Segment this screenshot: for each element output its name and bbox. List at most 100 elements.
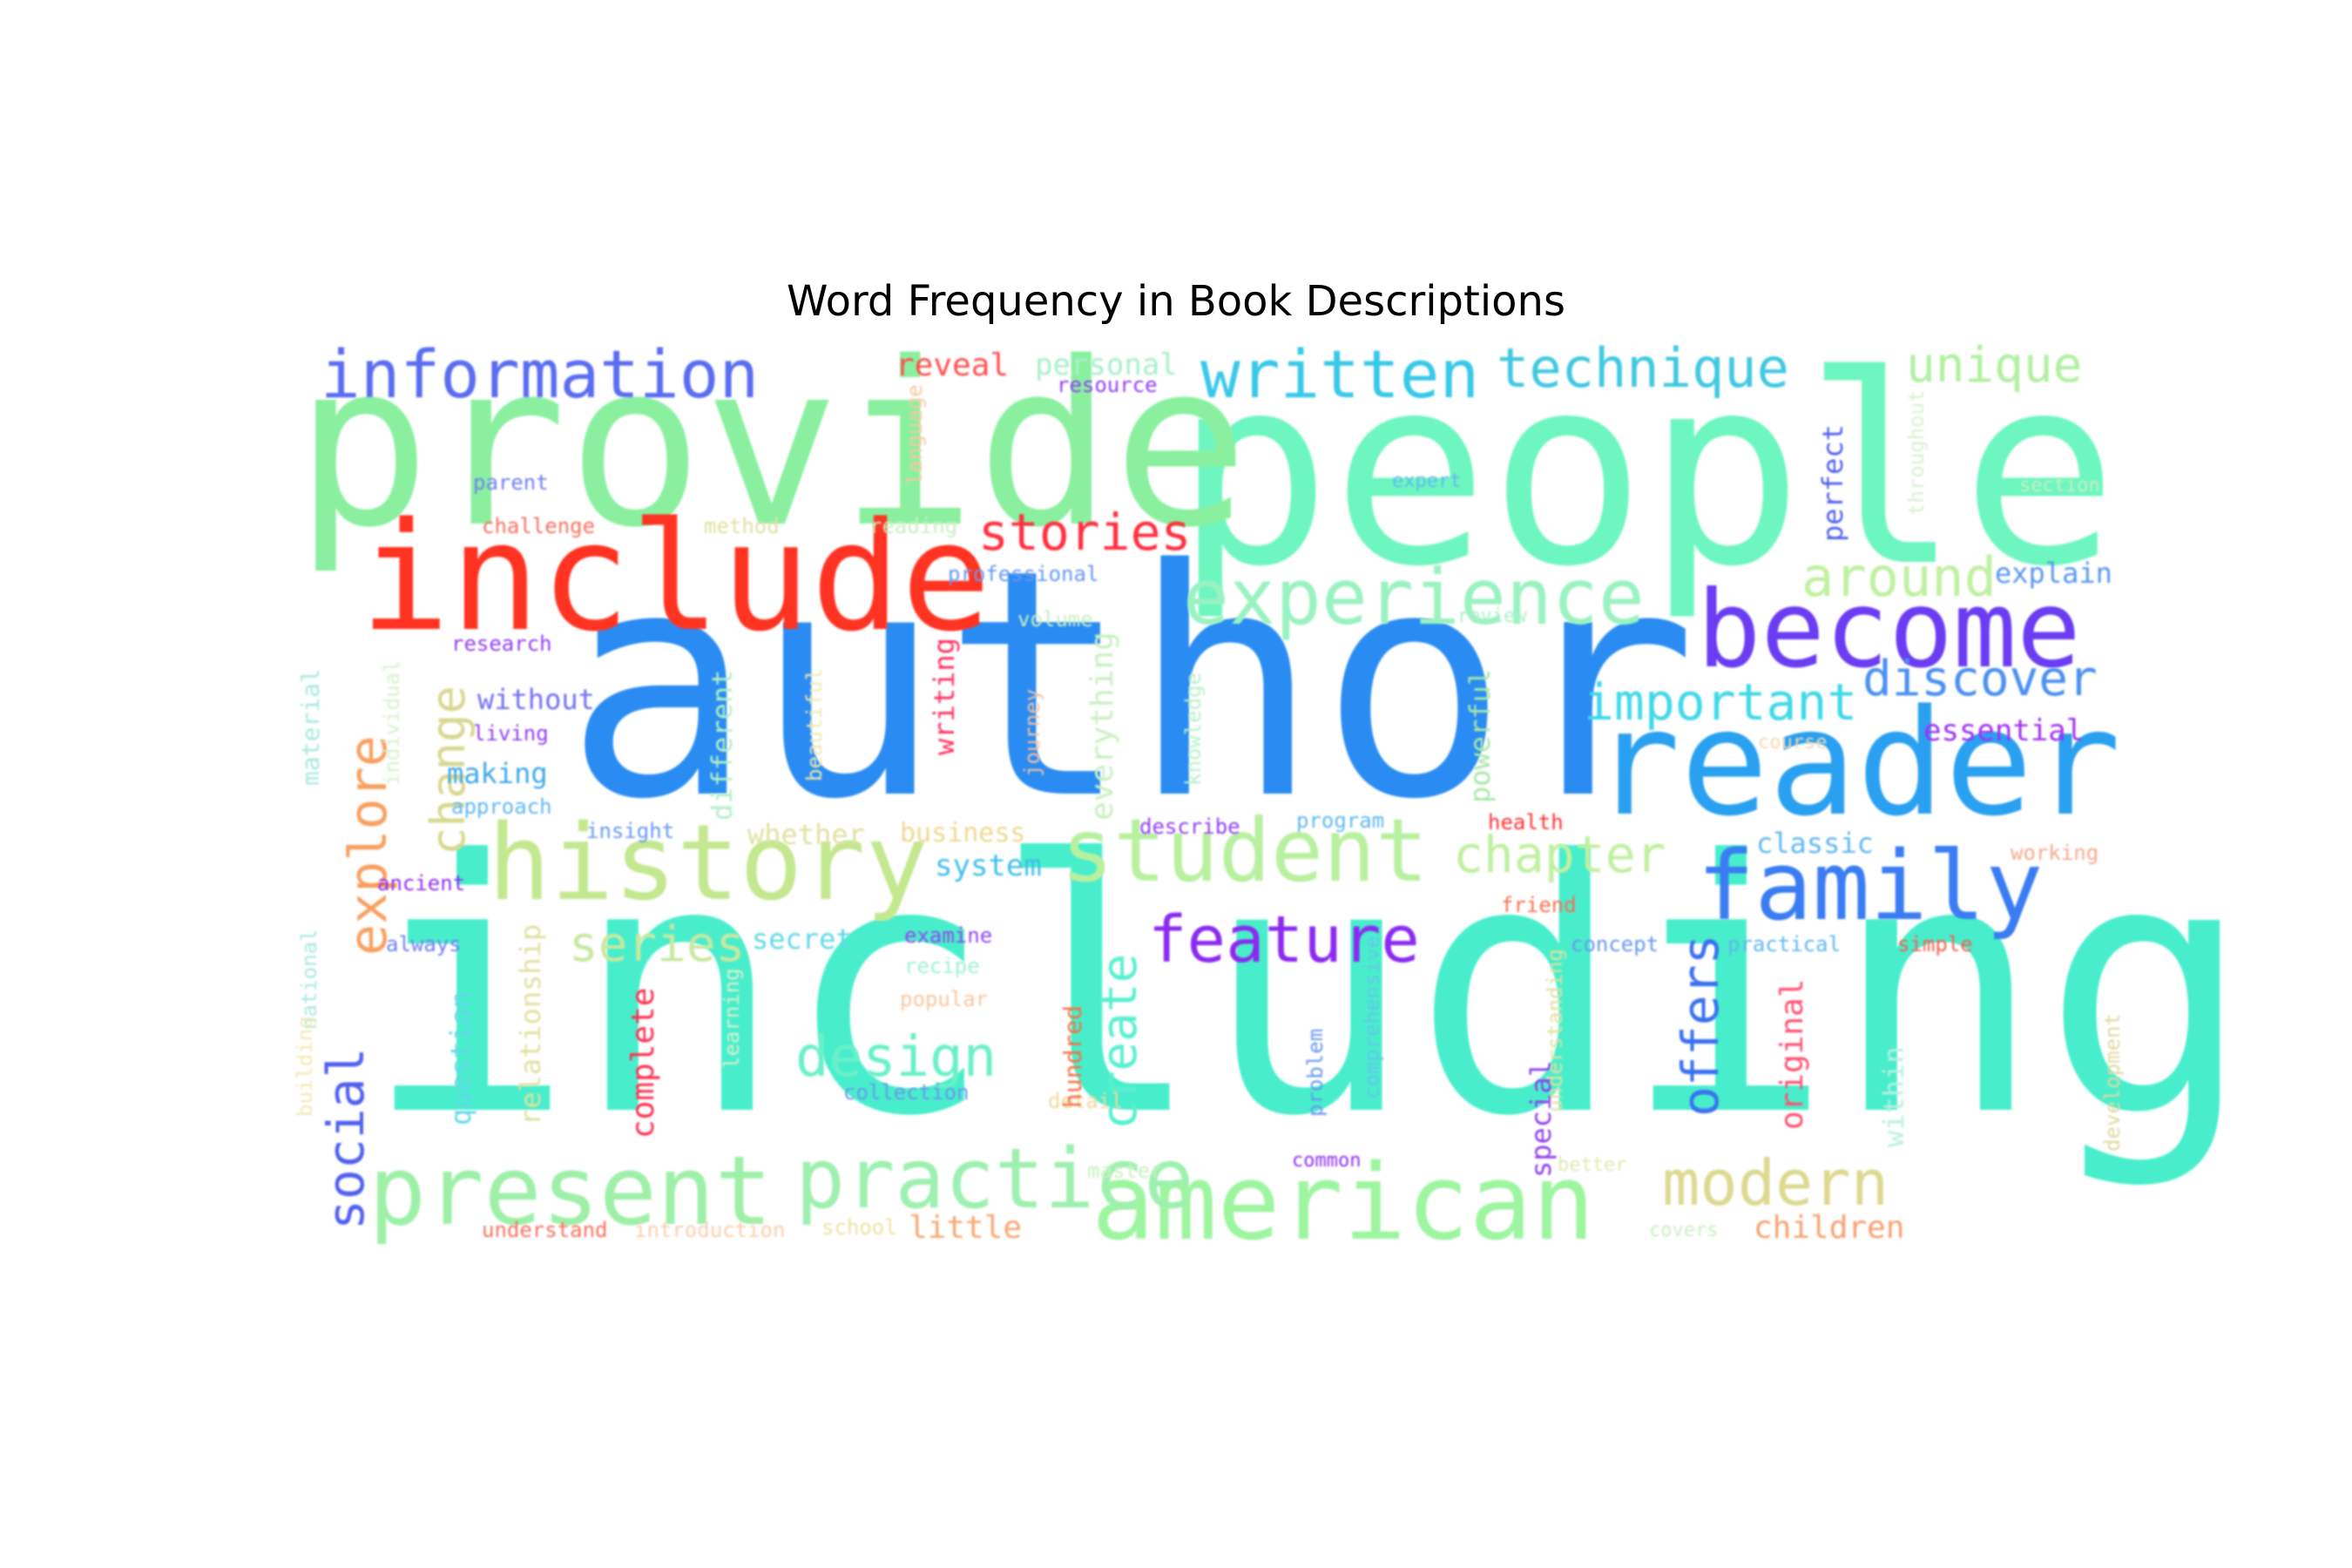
word-comprehensive: comprehensive bbox=[1360, 936, 1384, 1099]
word-material: material bbox=[296, 668, 325, 786]
word-information: information bbox=[321, 335, 760, 413]
word-development: development bbox=[2100, 1013, 2125, 1152]
word-whether: whether bbox=[747, 818, 865, 851]
word-expert: expert bbox=[1392, 470, 1462, 492]
word-simple: simple bbox=[1897, 932, 1973, 956]
word-working: working bbox=[2011, 841, 2099, 865]
word-individual: individual bbox=[380, 659, 404, 787]
word-secret: secret bbox=[752, 923, 853, 956]
word-concept: concept bbox=[1571, 932, 1659, 956]
word-classic: classic bbox=[1756, 827, 1874, 860]
word-knowledge: knowledge bbox=[1181, 672, 1206, 786]
word-social: social bbox=[316, 1047, 375, 1230]
word-without: without bbox=[477, 683, 595, 716]
word-school: school bbox=[821, 1215, 897, 1240]
word-beautiful: beautiful bbox=[802, 667, 827, 781]
word-always: always bbox=[386, 932, 462, 956]
word-written: written bbox=[1200, 335, 1480, 413]
word-professional: professional bbox=[948, 562, 1099, 586]
word-powerful: powerful bbox=[1463, 668, 1497, 803]
word-review: review bbox=[1457, 605, 1527, 627]
word-volume: volume bbox=[1017, 607, 1093, 632]
word-within: within bbox=[1877, 1046, 1910, 1147]
word-discover: discover bbox=[1862, 651, 2098, 707]
word-different: different bbox=[706, 669, 739, 821]
word-reading: reading bbox=[869, 514, 958, 538]
word-covers: covers bbox=[1649, 1220, 1719, 1241]
chart-title: Word Frequency in Book Descriptions bbox=[787, 277, 1565, 326]
word-perfect: perfect bbox=[1816, 424, 1849, 542]
word-everything: everything bbox=[1085, 632, 1120, 821]
word-present: present bbox=[368, 1135, 773, 1247]
word-making: making bbox=[447, 757, 548, 790]
word-insight: insight bbox=[586, 819, 675, 843]
word-business: business bbox=[900, 818, 1026, 848]
word-challenge: challenge bbox=[482, 514, 596, 538]
word-approach: approach bbox=[451, 794, 552, 819]
word-resource: resource bbox=[1057, 373, 1158, 397]
word-become: become bbox=[1697, 568, 2081, 692]
word-offers: offers bbox=[1671, 934, 1730, 1117]
word-practice: practice bbox=[795, 1132, 1194, 1227]
word-understand: understand bbox=[482, 1218, 608, 1242]
word-section: section bbox=[2019, 475, 2100, 497]
word-throughout: throughout bbox=[1904, 389, 1929, 517]
word-student: student bbox=[1061, 800, 1429, 902]
word-understanding: understanding bbox=[1543, 949, 1567, 1112]
word-personal: personal bbox=[1035, 348, 1178, 382]
word-practical: practical bbox=[1727, 932, 1842, 956]
word-ancient: ancient bbox=[377, 871, 466, 896]
word-describe: describe bbox=[1139, 814, 1240, 839]
word-common: common bbox=[1292, 1150, 1362, 1172]
word-writing: writing bbox=[928, 638, 961, 755]
word-friend: friend bbox=[1501, 893, 1577, 917]
word-system: system bbox=[935, 848, 1042, 883]
word-feature: feature bbox=[1148, 902, 1420, 977]
word-experience: experience bbox=[1183, 552, 1645, 642]
word-program: program bbox=[1296, 808, 1385, 833]
word-modern: modern bbox=[1662, 1146, 1889, 1220]
word-unique: unique bbox=[1906, 337, 2083, 394]
word-including: including bbox=[364, 787, 2253, 1193]
word-research: research bbox=[451, 632, 552, 656]
word-family: family bbox=[1697, 830, 2044, 942]
word-parent: parent bbox=[473, 470, 549, 495]
word-around: around bbox=[1801, 545, 1997, 609]
word-provide: provide bbox=[294, 314, 1249, 578]
word-master: master bbox=[1087, 1159, 1163, 1183]
word-chapter: chapter bbox=[1453, 825, 1666, 884]
word-building: building bbox=[293, 1016, 317, 1117]
word-cloud: including author people provide include reade… bbox=[293, 333, 2252, 1256]
word-reader: reader bbox=[1592, 678, 2121, 848]
word-include: include bbox=[360, 490, 991, 665]
word-course: course bbox=[1758, 732, 1828, 754]
word-people: people bbox=[1174, 320, 2119, 624]
word-national: national bbox=[297, 929, 321, 1030]
word-american: american bbox=[1092, 1143, 1595, 1264]
word-original: original bbox=[1774, 978, 1810, 1130]
word-introduction: introduction bbox=[634, 1218, 786, 1242]
word-method: method bbox=[704, 514, 780, 538]
word-examine: examine bbox=[904, 923, 993, 948]
word-hundred: hundred bbox=[1058, 1004, 1087, 1108]
word-popular: popular bbox=[900, 987, 989, 1011]
word-technique: technique bbox=[1497, 336, 1789, 400]
word-author: author bbox=[564, 503, 1698, 868]
word-history: history bbox=[488, 803, 929, 924]
word-learning: learning bbox=[720, 968, 744, 1069]
word-problem: problem bbox=[1303, 1028, 1328, 1117]
word-complete: complete bbox=[625, 987, 661, 1139]
word-design: design bbox=[795, 1025, 997, 1090]
word-collection: collection bbox=[843, 1080, 970, 1105]
word-better: better bbox=[1558, 1154, 1627, 1176]
word-recipe: recipe bbox=[904, 954, 980, 978]
word-explain: explain bbox=[1995, 557, 2112, 590]
word-living: living bbox=[473, 721, 549, 746]
word-little: little bbox=[909, 1210, 1023, 1246]
word-series: series bbox=[569, 916, 746, 973]
word-detail: detail bbox=[1048, 1089, 1124, 1113]
word-journey: journey bbox=[1020, 688, 1044, 777]
word-important: important bbox=[1584, 672, 1858, 732]
word-essential: essential bbox=[1923, 713, 2085, 748]
word-health: health bbox=[1488, 810, 1564, 835]
